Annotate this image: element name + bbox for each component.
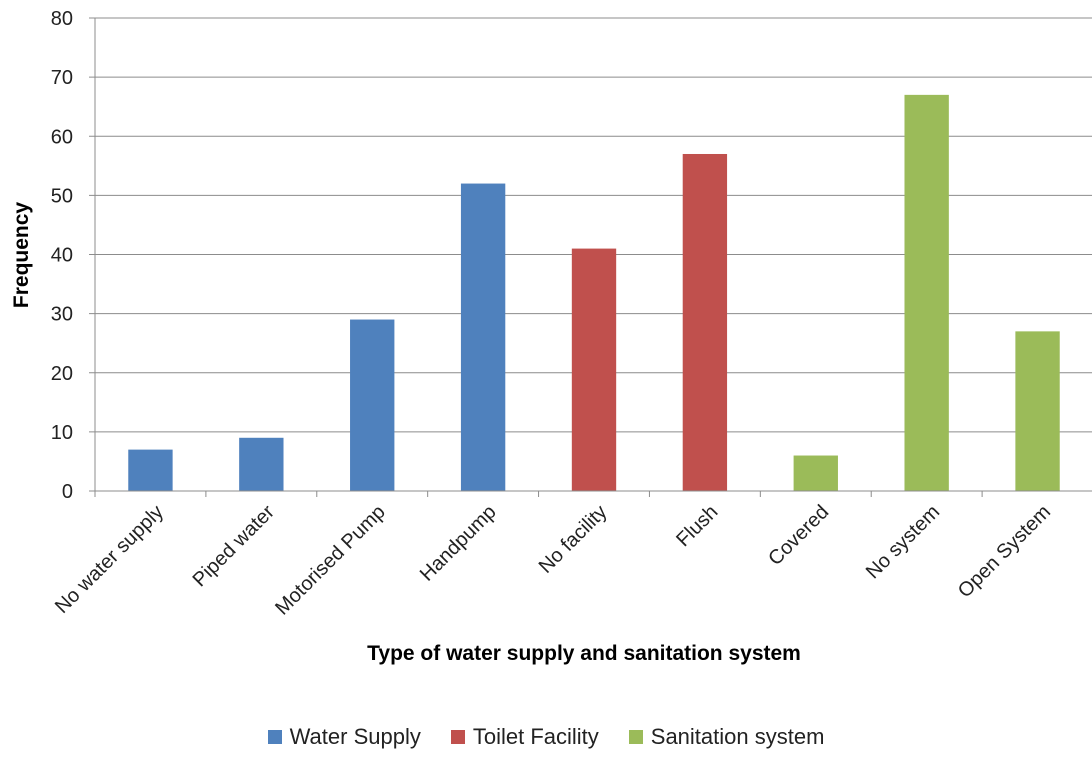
y-tick-label: 20 <box>51 363 73 385</box>
x-tick-label: No system <box>862 501 944 583</box>
y-tick-label: 30 <box>51 304 73 326</box>
y-tick-label: 70 <box>51 67 73 89</box>
legend-label: Toilet Facility <box>472 724 599 749</box>
legend-label: Sanitation system <box>650 724 825 749</box>
x-tick-label: Covered <box>764 501 833 570</box>
x-axis <box>94 490 1092 497</box>
y-tick-label: 10 <box>51 422 73 444</box>
legend-swatch <box>628 730 643 744</box>
legend-swatch <box>450 730 465 744</box>
legend: Water Supply Toilet Facility Sanitation sy… <box>0 724 1092 750</box>
x-axis-title: Type of water supply and sanitation syst… <box>367 642 801 665</box>
bar-handpump <box>460 183 506 492</box>
y-tick-label: 60 <box>51 126 73 148</box>
y-tick-label: 50 <box>51 185 73 207</box>
y-tick-label: 40 <box>51 245 73 267</box>
legend-item: Water Supply <box>267 724 421 750</box>
y-axis-ticks: 0 10 20 30 40 50 60 70 80 <box>51 8 96 503</box>
bar-chart: 0 10 20 30 40 50 60 70 80 No water supply Piped w… <box>10 8 1092 665</box>
bar-covered <box>793 455 838 491</box>
x-tick-label: Piped water <box>189 501 279 591</box>
y-axis-title: Frequency <box>10 202 33 309</box>
legend-label: Water Supply <box>289 724 421 749</box>
x-tick-label: Flush <box>672 501 722 551</box>
bar-open-system <box>1015 331 1060 491</box>
bar-no-water-supply <box>128 449 173 491</box>
bar-motorised-pump <box>350 319 395 491</box>
bar-piped-water <box>239 437 284 491</box>
bar-no-facility <box>571 248 617 491</box>
x-tick-label: No facility <box>535 501 612 578</box>
x-tick-label: Open System <box>954 501 1055 602</box>
bar-no-system <box>904 94 949 492</box>
bar-flush <box>682 153 728 492</box>
x-tick-label: No water supply <box>51 501 168 618</box>
y-tick-label: 80 <box>51 8 73 30</box>
x-tick-label: Handpump <box>416 501 501 586</box>
legend-swatch <box>267 730 282 744</box>
bars <box>128 94 1060 492</box>
legend-item: Toilet Facility <box>450 724 599 750</box>
legend-item: Sanitation system <box>628 724 825 750</box>
x-tick-label: Motorised Pump <box>271 501 390 620</box>
y-tick-label: 0 <box>62 481 73 503</box>
